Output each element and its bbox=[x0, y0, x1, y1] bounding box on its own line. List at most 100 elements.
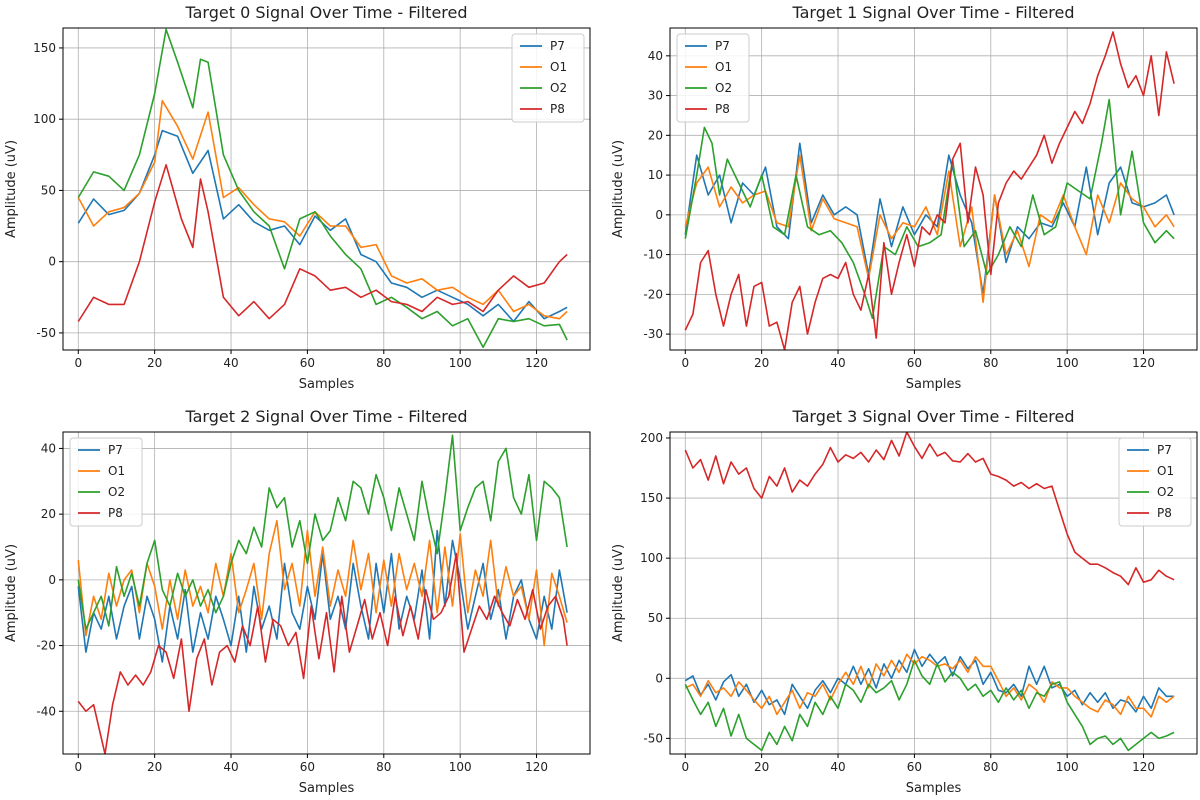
x-tick-label: 60 bbox=[300, 356, 315, 370]
y-tick-label: 150 bbox=[33, 41, 56, 55]
y-tick-label: 10 bbox=[648, 168, 663, 182]
series-line-p8 bbox=[684, 31, 1175, 350]
legend-label-o2: O2 bbox=[715, 81, 732, 95]
x-tick-label: 20 bbox=[754, 356, 769, 370]
legend-label-o2: O2 bbox=[1157, 485, 1174, 499]
y-tick-label: 100 bbox=[33, 112, 56, 126]
chart-title: Target 2 Signal Over Time - Filtered bbox=[184, 407, 467, 426]
y-tick-label: 30 bbox=[648, 89, 663, 103]
series-line-o2 bbox=[684, 659, 1175, 752]
axes-frame bbox=[669, 27, 1198, 351]
x-tick-label: 100 bbox=[1056, 356, 1079, 370]
y-tick-label: 0 bbox=[655, 671, 663, 685]
x-axis-label: Samples bbox=[299, 781, 355, 796]
legend-label-o1: O1 bbox=[108, 464, 125, 478]
legend: P7 O1 O2 P8 bbox=[1118, 437, 1192, 527]
series-group bbox=[684, 432, 1175, 752]
x-tick-label: 120 bbox=[1132, 356, 1155, 370]
y-tick-label: -50 bbox=[643, 731, 663, 745]
y-tick-label: 200 bbox=[640, 431, 663, 445]
series-line-p7 bbox=[77, 129, 568, 323]
chart-title: Target 0 Signal Over Time - Filtered bbox=[184, 3, 467, 22]
legend-label-o1: O1 bbox=[550, 60, 567, 74]
y-tick-label: 20 bbox=[41, 507, 56, 521]
x-axis-label: Samples bbox=[906, 377, 962, 392]
y-tick-label: -40 bbox=[36, 704, 56, 718]
x-tick-label: 20 bbox=[754, 760, 769, 774]
x-tick-label: 100 bbox=[449, 760, 472, 774]
legend: P7 O1 O2 P8 bbox=[676, 33, 750, 123]
legend-label-o1: O1 bbox=[1157, 464, 1174, 478]
y-tick-label: -20 bbox=[643, 287, 663, 301]
x-tick-label: 80 bbox=[376, 356, 391, 370]
legend: P7 O1 O2 P8 bbox=[511, 33, 585, 123]
legend-label-o2: O2 bbox=[550, 81, 567, 95]
series-group bbox=[77, 28, 568, 349]
legend-label-p8: P8 bbox=[108, 506, 123, 520]
x-tick-label: 60 bbox=[907, 356, 922, 370]
y-tick-label: 40 bbox=[648, 49, 663, 63]
x-axis-label: Samples bbox=[299, 377, 355, 392]
x-tick-label: 60 bbox=[907, 760, 922, 774]
y-tick-label: 0 bbox=[48, 255, 56, 269]
x-tick-label: 40 bbox=[830, 760, 845, 774]
x-axis-label: Samples bbox=[906, 781, 962, 796]
legend-label-p8: P8 bbox=[715, 102, 730, 116]
y-tick-label: 0 bbox=[48, 573, 56, 587]
axes-frame bbox=[669, 431, 1198, 755]
series-line-o1 bbox=[77, 519, 568, 647]
x-tick-label: 40 bbox=[830, 356, 845, 370]
series-line-p7 bbox=[684, 142, 1175, 296]
x-tick-label: 100 bbox=[449, 356, 472, 370]
series-line-p8 bbox=[77, 164, 568, 322]
y-tick-label: 50 bbox=[41, 183, 56, 197]
series-line-o1 bbox=[684, 653, 1175, 718]
legend-box bbox=[69, 437, 143, 527]
y-tick-label: -20 bbox=[36, 639, 56, 653]
subplot-target-3: 0 20 40 60 80 100 120 -50 0 50 100 150 200 Target 3 S… bbox=[611, 407, 1198, 796]
x-tick-label: 120 bbox=[525, 760, 548, 774]
legend-label-p8: P8 bbox=[1157, 506, 1172, 520]
legend-label-p7: P7 bbox=[108, 443, 123, 457]
x-tick-label: 120 bbox=[1132, 760, 1155, 774]
series-line-o2 bbox=[77, 434, 568, 630]
series-line-o2 bbox=[77, 28, 568, 349]
x-tick-label: 80 bbox=[376, 760, 391, 774]
series-group bbox=[77, 434, 568, 754]
y-axis-label: Amplitude (uV) bbox=[611, 544, 626, 642]
y-tick-label: 0 bbox=[655, 208, 663, 222]
series-line-o1 bbox=[77, 99, 568, 320]
legend-label-o2: O2 bbox=[108, 485, 125, 499]
y-tick-label: -50 bbox=[36, 326, 56, 340]
y-tick-label: 50 bbox=[648, 611, 663, 625]
x-tick-label: 40 bbox=[223, 356, 238, 370]
y-tick-label: -30 bbox=[643, 327, 663, 341]
y-axis-label: Amplitude (uV) bbox=[4, 544, 19, 642]
x-tick-label: 120 bbox=[525, 356, 548, 370]
x-tick-label: 0 bbox=[74, 760, 82, 774]
y-axis-label: Amplitude (uV) bbox=[4, 140, 19, 238]
y-axis-label: Amplitude (uV) bbox=[611, 140, 626, 238]
subplot-target-0: 0 20 40 60 80 100 120 -50 0 50 100 150 Target 0 Sign… bbox=[4, 3, 591, 392]
axes-frame bbox=[62, 431, 591, 755]
x-tick-label: 80 bbox=[983, 760, 998, 774]
series-group bbox=[684, 31, 1175, 350]
subplot-target-2: 0 20 40 60 80 100 120 -40 -20 0 20 40 Target 2 Signa… bbox=[4, 407, 591, 796]
series-line-o1 bbox=[684, 154, 1175, 304]
y-tick-label: -10 bbox=[643, 248, 663, 262]
subplot-target-1: 0 20 40 60 80 100 120 -30 -20 -10 0 10 20 30 40 Target … bbox=[611, 3, 1198, 392]
y-tick-label: 20 bbox=[648, 128, 663, 142]
x-tick-label: 20 bbox=[147, 760, 162, 774]
series-line-p8 bbox=[77, 552, 568, 754]
x-tick-label: 0 bbox=[681, 356, 689, 370]
chart-title: Target 3 Signal Over Time - Filtered bbox=[791, 407, 1074, 426]
x-tick-label: 0 bbox=[74, 356, 82, 370]
y-tick-label: 100 bbox=[640, 551, 663, 565]
legend-label-p8: P8 bbox=[550, 102, 565, 116]
x-tick-label: 60 bbox=[300, 760, 315, 774]
legend-box bbox=[511, 33, 585, 123]
series-line-p8 bbox=[684, 432, 1175, 586]
x-tick-label: 20 bbox=[147, 356, 162, 370]
axes-frame bbox=[62, 27, 591, 351]
